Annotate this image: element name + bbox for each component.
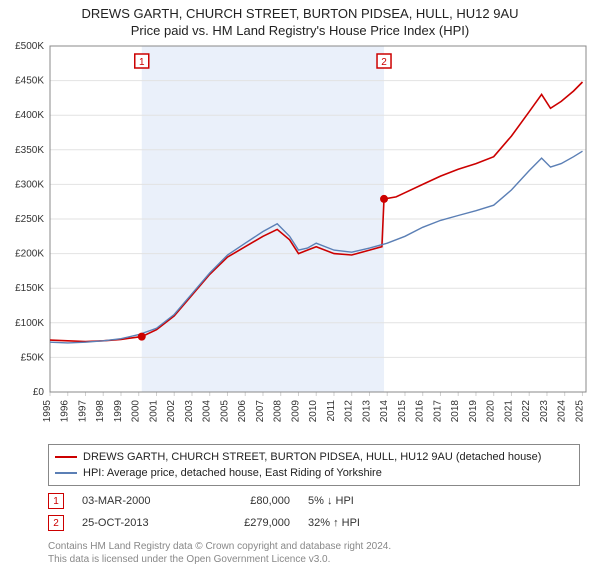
legend-item-hpi: HPI: Average price, detached house, East… bbox=[55, 465, 573, 481]
svg-text:2015: 2015 bbox=[397, 400, 408, 423]
svg-text:2023: 2023 bbox=[539, 400, 550, 423]
svg-text:1996: 1996 bbox=[60, 400, 71, 423]
svg-text:2022: 2022 bbox=[521, 400, 532, 423]
sales-table: 1 03-MAR-2000 £80,000 5% ↓ HPI 2 25-OCT-… bbox=[48, 490, 580, 534]
svg-text:1997: 1997 bbox=[77, 400, 88, 423]
svg-text:2018: 2018 bbox=[450, 400, 461, 423]
svg-text:2010: 2010 bbox=[308, 400, 319, 423]
svg-text:£450K: £450K bbox=[15, 76, 44, 87]
line-chart: £0 £50K £100K £150K £200K £250K £300K £350K £400… bbox=[0, 40, 600, 440]
svg-text:1999: 1999 bbox=[113, 400, 124, 423]
svg-text:2019: 2019 bbox=[468, 400, 479, 423]
sale-price: £279,000 bbox=[210, 517, 290, 529]
sale-diff: 32% ↑ HPI bbox=[308, 517, 398, 529]
title-subtitle: Price paid vs. HM Land Registry's House … bbox=[8, 23, 592, 38]
svg-text:2016: 2016 bbox=[415, 400, 426, 423]
svg-text:2: 2 bbox=[381, 57, 387, 68]
svg-text:2020: 2020 bbox=[486, 400, 497, 423]
svg-text:1998: 1998 bbox=[95, 400, 106, 423]
svg-text:2021: 2021 bbox=[503, 400, 514, 423]
svg-text:2007: 2007 bbox=[255, 400, 266, 423]
svg-text:£300K: £300K bbox=[15, 179, 44, 190]
svg-text:2025: 2025 bbox=[574, 400, 585, 423]
svg-text:£150K: £150K bbox=[15, 283, 44, 294]
legend: DREWS GARTH, CHURCH STREET, BURTON PIDSE… bbox=[48, 444, 580, 486]
svg-text:£0: £0 bbox=[33, 387, 45, 398]
svg-text:£250K: £250K bbox=[15, 214, 44, 225]
title-block: DREWS GARTH, CHURCH STREET, BURTON PIDSE… bbox=[0, 0, 600, 40]
svg-text:2003: 2003 bbox=[184, 400, 195, 423]
sale-date: 25-OCT-2013 bbox=[82, 517, 192, 529]
svg-text:£50K: £50K bbox=[21, 352, 45, 363]
legend-swatch bbox=[55, 456, 77, 458]
svg-text:2000: 2000 bbox=[131, 400, 142, 423]
sale-marker-icon: 1 bbox=[48, 493, 64, 509]
sale-row: 2 25-OCT-2013 £279,000 32% ↑ HPI bbox=[48, 512, 580, 534]
svg-text:2002: 2002 bbox=[166, 400, 177, 423]
svg-text:2008: 2008 bbox=[273, 400, 284, 423]
legend-swatch bbox=[55, 472, 77, 474]
svg-text:2009: 2009 bbox=[290, 400, 301, 423]
svg-text:2024: 2024 bbox=[557, 400, 568, 423]
sale-marker-icon: 2 bbox=[48, 515, 64, 531]
svg-text:1: 1 bbox=[139, 57, 145, 68]
svg-text:£100K: £100K bbox=[15, 318, 44, 329]
legend-label: DREWS GARTH, CHURCH STREET, BURTON PIDSE… bbox=[83, 451, 541, 463]
svg-text:2013: 2013 bbox=[361, 400, 372, 423]
footer-attribution: Contains HM Land Registry data © Crown c… bbox=[48, 540, 580, 566]
legend-item-property: DREWS GARTH, CHURCH STREET, BURTON PIDSE… bbox=[55, 449, 573, 465]
svg-text:£200K: £200K bbox=[15, 249, 44, 260]
legend-label: HPI: Average price, detached house, East… bbox=[83, 467, 382, 479]
svg-text:2012: 2012 bbox=[344, 400, 355, 423]
svg-text:2005: 2005 bbox=[219, 400, 230, 423]
svg-text:2014: 2014 bbox=[379, 400, 390, 423]
sale-diff: 5% ↓ HPI bbox=[308, 495, 398, 507]
svg-text:1995: 1995 bbox=[42, 400, 53, 423]
svg-text:2011: 2011 bbox=[326, 400, 337, 422]
sale-row: 1 03-MAR-2000 £80,000 5% ↓ HPI bbox=[48, 490, 580, 512]
svg-text:2017: 2017 bbox=[432, 400, 443, 423]
chart-container: DREWS GARTH, CHURCH STREET, BURTON PIDSE… bbox=[0, 0, 600, 566]
sale-date: 03-MAR-2000 bbox=[82, 495, 192, 507]
svg-text:2006: 2006 bbox=[237, 400, 248, 423]
svg-text:£350K: £350K bbox=[15, 145, 44, 156]
svg-text:2001: 2001 bbox=[148, 400, 159, 423]
chart-area: £0 £50K £100K £150K £200K £250K £300K £350K £400… bbox=[0, 40, 600, 440]
title-address: DREWS GARTH, CHURCH STREET, BURTON PIDSE… bbox=[8, 6, 592, 21]
sale-price: £80,000 bbox=[210, 495, 290, 507]
svg-text:£500K: £500K bbox=[15, 41, 44, 52]
svg-text:2004: 2004 bbox=[202, 400, 213, 423]
footer-line: Contains HM Land Registry data © Crown c… bbox=[48, 540, 580, 553]
svg-text:£400K: £400K bbox=[15, 110, 44, 121]
